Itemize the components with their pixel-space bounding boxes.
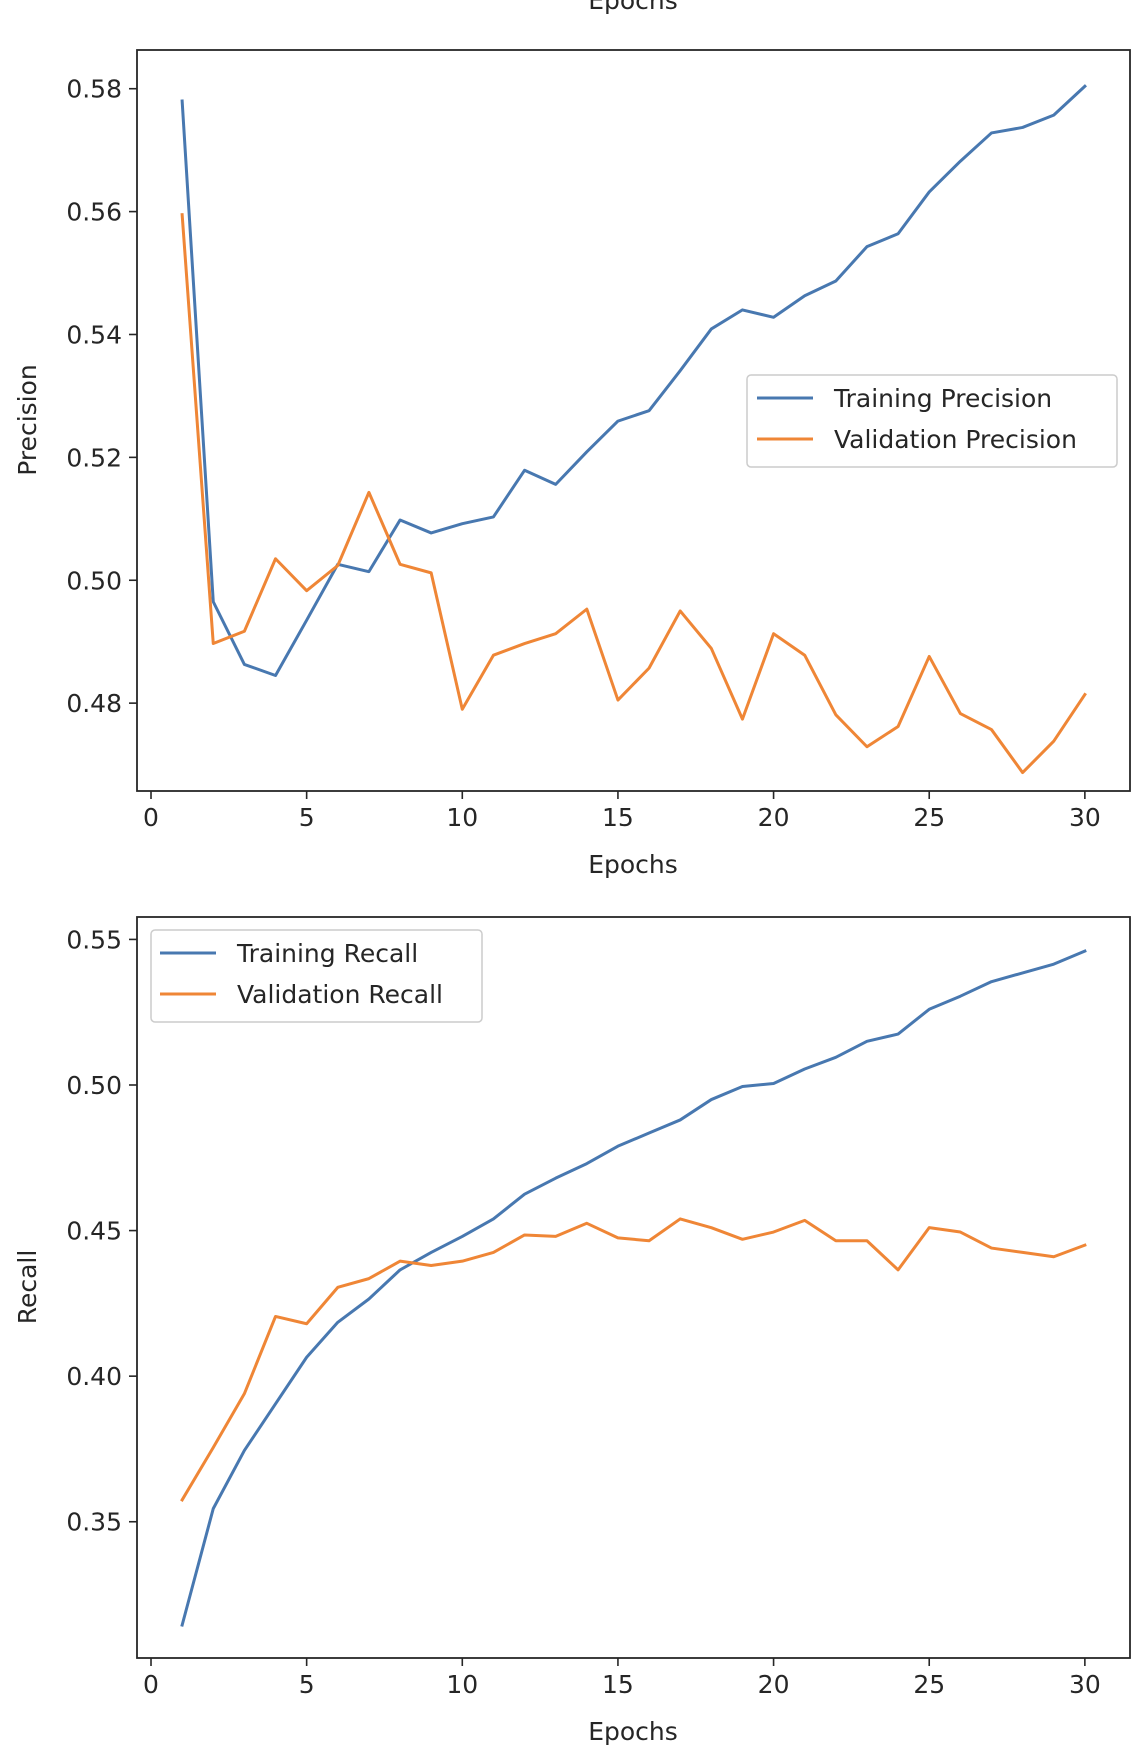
recall-ytick-label: 0.50 bbox=[66, 1071, 122, 1100]
recall-legend: Training Recall Validation Recall bbox=[150, 929, 483, 1023]
recall-series-line-validation bbox=[180, 1217, 1087, 1502]
recall-yticks: 0.35 0.40 0.45 0.50 0.55 bbox=[66, 925, 137, 1537]
precision-xtick-label: 25 bbox=[913, 803, 945, 832]
precision-xtick-label: 30 bbox=[1069, 803, 1101, 832]
recall-xtick-label: 25 bbox=[913, 1670, 945, 1699]
precision-top-xlabel: Epochs bbox=[588, 0, 678, 15]
precision-ytick-label: 0.54 bbox=[66, 320, 122, 349]
precision-ytick-label: 0.50 bbox=[66, 566, 122, 595]
precision-xtick-label: 20 bbox=[758, 803, 790, 832]
recall-xticks: 0 5 10 15 20 25 30 bbox=[143, 1658, 1101, 1699]
recall-xtick-label: 0 bbox=[143, 1670, 159, 1699]
precision-legend-validation-label: Validation Precision bbox=[834, 425, 1077, 454]
precision-ylabel: Precision bbox=[13, 364, 42, 476]
precision-xticks: 0 5 10 15 20 25 30 bbox=[143, 791, 1101, 832]
precision-xtick-label: 0 bbox=[143, 803, 159, 832]
recall-xtick-label: 5 bbox=[299, 1670, 315, 1699]
recall-legend-training-label: Training Recall bbox=[236, 939, 418, 968]
precision-ytick-label: 0.52 bbox=[66, 443, 122, 472]
recall-series-layer bbox=[180, 949, 1087, 1627]
recall-legend-validation-label: Validation Recall bbox=[237, 980, 443, 1009]
precision-xlabel: Epochs bbox=[588, 850, 678, 879]
precision-xtick-label: 15 bbox=[602, 803, 634, 832]
recall-ylabel: Recall bbox=[13, 1250, 42, 1325]
precision-series-line-training bbox=[180, 84, 1087, 677]
recall-plot-frame bbox=[136, 916, 1131, 1659]
precision-plot-frame bbox=[136, 49, 1131, 792]
precision-chart: Epochs 0 5 10 15 20 25 30 0.48 0.50 0.52 0.54 0.56… bbox=[13, 0, 1131, 879]
recall-ytick-label: 0.35 bbox=[66, 1508, 122, 1537]
recall-legend-box bbox=[150, 929, 483, 1023]
precision-xtick-label: 5 bbox=[299, 803, 315, 832]
precision-legend-box bbox=[746, 374, 1118, 468]
precision-series-layer bbox=[180, 84, 1087, 775]
recall-xlabel: Epochs bbox=[588, 1717, 678, 1746]
precision-xtick-label: 10 bbox=[446, 803, 478, 832]
recall-xtick-label: 10 bbox=[446, 1670, 478, 1699]
recall-ytick-label: 0.45 bbox=[66, 1217, 122, 1246]
recall-chart: 0 5 10 15 20 25 30 0.35 0.40 0.45 0.50 0.55 Epochs… bbox=[13, 916, 1131, 1746]
recall-ytick-label: 0.55 bbox=[66, 925, 122, 954]
recall-xtick-label: 20 bbox=[758, 1670, 790, 1699]
precision-series-line-validation bbox=[180, 213, 1087, 775]
precision-legend: Training Precision Validation Precision bbox=[746, 374, 1118, 468]
recall-ytick-label: 0.40 bbox=[66, 1362, 122, 1391]
precision-ytick-label: 0.58 bbox=[66, 75, 122, 104]
precision-yticks: 0.48 0.50 0.52 0.54 0.56 0.58 bbox=[66, 75, 137, 718]
precision-legend-training-label: Training Precision bbox=[833, 384, 1052, 413]
recall-xtick-label: 30 bbox=[1069, 1670, 1101, 1699]
recall-series-line-training bbox=[180, 949, 1087, 1627]
precision-ytick-label: 0.56 bbox=[66, 198, 122, 227]
recall-xtick-label: 15 bbox=[602, 1670, 634, 1699]
precision-ytick-label: 0.48 bbox=[66, 689, 122, 718]
